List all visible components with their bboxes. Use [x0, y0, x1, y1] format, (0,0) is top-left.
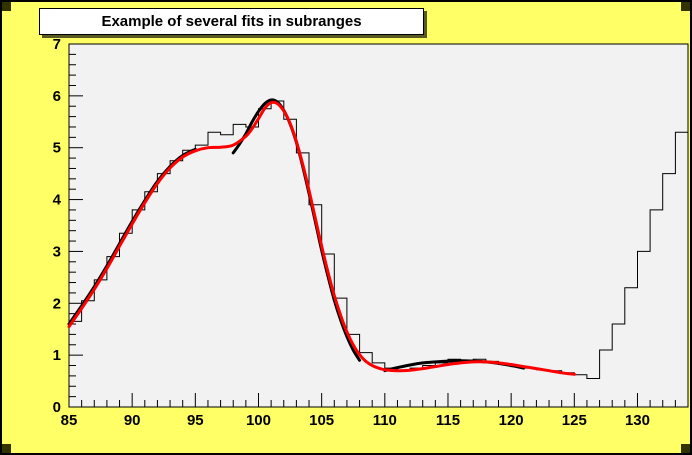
x-tick-label: 85	[61, 412, 78, 429]
x-tick-label: 95	[187, 412, 204, 429]
x-tick-label: 130	[625, 412, 650, 429]
plot-title: Example of several fits in subranges	[101, 13, 362, 30]
y-tick-label: 0	[53, 399, 61, 416]
canvas-resize-handle-top-right[interactable]	[681, 2, 690, 11]
canvas-resize-handle-bottom-right[interactable]	[681, 444, 690, 453]
x-tick-label: 110	[373, 412, 397, 429]
y-tick-label: 5	[53, 140, 61, 157]
x-tick-label: 115	[436, 412, 460, 429]
y-tick-label: 1	[53, 347, 61, 364]
x-tick-label: 125	[562, 412, 587, 429]
axis-ticks	[68, 43, 676, 408]
axis-labels: 85 90 95 100 105 110 115 120 125 130 0 1 2 3 4 5 6 7	[53, 36, 650, 429]
plot-title-box[interactable]: Example of several fits in subranges	[39, 8, 424, 35]
y-tick-label: 6	[53, 88, 61, 105]
x-tick-label: 90	[124, 412, 141, 429]
x-tick-label: 100	[246, 412, 271, 429]
x-tick-label: 105	[309, 412, 334, 429]
y-tick-label: 2	[53, 295, 61, 312]
histogram-line	[69, 100, 688, 379]
y-tick-label: 7	[53, 36, 61, 53]
fit-total-red-range-85-125	[67, 100, 576, 376]
plot-frame	[68, 43, 689, 408]
canvas-resize-handle-top-left[interactable]	[2, 2, 11, 11]
y-tick-label: 4	[53, 192, 62, 209]
canvas-resize-handle-bottom-left[interactable]	[2, 444, 11, 453]
y-tick-label: 3	[53, 243, 61, 260]
x-tick-label: 120	[499, 412, 524, 429]
